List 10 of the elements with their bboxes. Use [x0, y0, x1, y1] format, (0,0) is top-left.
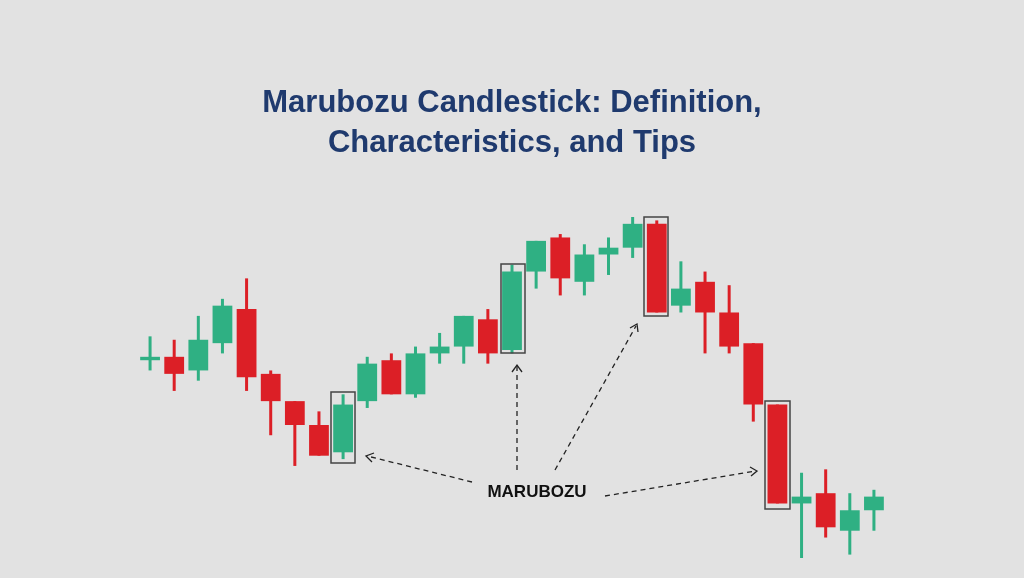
candlestick [164, 338, 185, 391]
annotation: MARUBOZU [486, 482, 588, 502]
candlestick [622, 217, 643, 258]
candlestick [598, 237, 619, 275]
candlestick [671, 261, 691, 313]
candlestick [140, 336, 160, 371]
candlestick [864, 488, 884, 531]
candlestick [284, 401, 305, 466]
chart-title: Marubozu Candlestick: Definition, Characteristics, and Tips [262, 83, 762, 161]
candlestick [839, 493, 860, 555]
